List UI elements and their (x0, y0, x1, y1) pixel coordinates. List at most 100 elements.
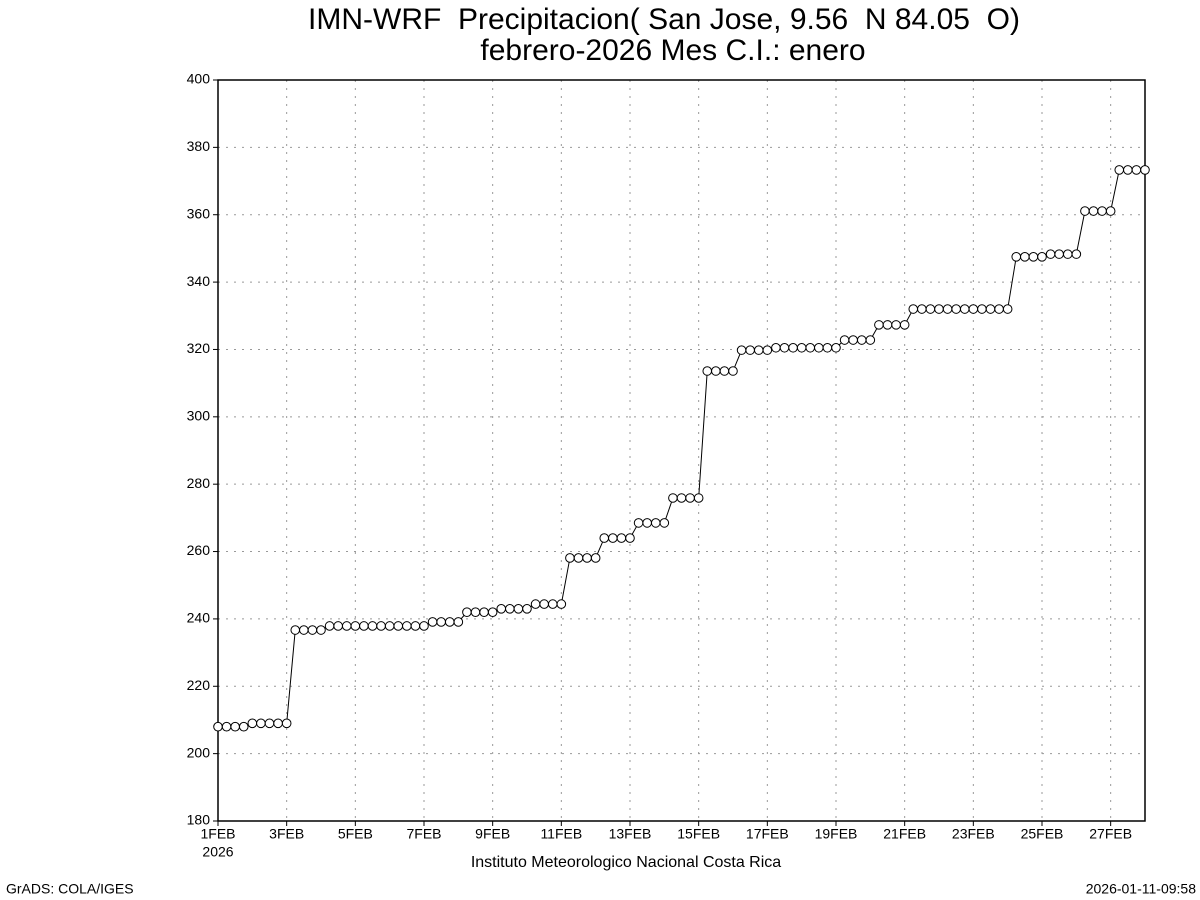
point (1062, 249, 1073, 259)
point (934, 304, 944, 314)
point (925, 304, 936, 314)
point (736, 345, 747, 355)
point (393, 621, 404, 631)
point (814, 342, 824, 353)
point (316, 625, 326, 635)
point (444, 617, 455, 627)
y-tick-label: 200 (187, 744, 211, 760)
point (238, 721, 249, 732)
point (994, 304, 1004, 314)
x-tick-label: 23FEB (952, 826, 995, 842)
point (745, 345, 755, 355)
point (1037, 252, 1047, 262)
y-tick-label: 280 (187, 475, 211, 491)
point (453, 617, 464, 627)
point (505, 604, 515, 614)
point (462, 607, 472, 617)
footer-right: 2026-01-11-09:58 (1086, 881, 1196, 897)
point (1002, 304, 1013, 314)
point (728, 366, 738, 376)
point (1088, 206, 1099, 216)
point (753, 345, 764, 355)
point (582, 553, 592, 563)
point (874, 320, 884, 330)
point (487, 607, 498, 617)
x-tick-label: 7FEB (406, 826, 441, 842)
point (264, 718, 275, 729)
point (539, 599, 549, 609)
x-tick-label: 13FEB (609, 826, 652, 842)
point (659, 518, 670, 528)
point (1028, 252, 1039, 262)
point (616, 533, 627, 543)
point (565, 553, 575, 563)
x-tick-label: 15FEB (677, 826, 720, 842)
point (1011, 252, 1022, 262)
y-tick-label: 360 (187, 205, 211, 221)
point (522, 604, 532, 614)
point (1140, 165, 1150, 175)
x-tick-label: 21FEB (883, 826, 926, 842)
point (985, 304, 996, 314)
point (951, 304, 961, 314)
point (290, 625, 301, 635)
point (719, 366, 730, 376)
point (977, 304, 987, 314)
y-tick-label: 400 (187, 71, 211, 87)
point (805, 342, 816, 353)
point (968, 304, 979, 314)
point (307, 625, 318, 635)
y-tick-label: 240 (187, 610, 211, 626)
x-tick-label: 17FEB (746, 826, 789, 842)
point (891, 320, 901, 330)
point (1105, 206, 1116, 216)
x-tick-label: 9FEB (475, 826, 510, 842)
point (779, 342, 790, 353)
point (1020, 252, 1030, 262)
x-year-label: 2026 (202, 844, 233, 860)
point (771, 342, 781, 353)
point (333, 621, 343, 631)
point (650, 518, 661, 528)
point (1080, 206, 1090, 216)
point (685, 493, 695, 503)
x-tick-label: 27FEB (1089, 826, 1132, 842)
y-tick-label: 220 (187, 677, 211, 693)
point (470, 607, 481, 617)
point (796, 342, 807, 353)
footer-left: GrADS: COLA/IGES (6, 881, 134, 897)
point (633, 518, 644, 528)
point (213, 721, 223, 732)
y-tick-label: 380 (187, 138, 211, 154)
point (608, 533, 618, 543)
point (822, 342, 833, 353)
point (324, 621, 335, 631)
point (221, 721, 232, 732)
plot-frame (217, 79, 1146, 822)
point (1131, 165, 1142, 175)
point (959, 304, 970, 314)
point (839, 335, 850, 345)
point (942, 304, 953, 314)
point (384, 621, 395, 631)
point (436, 617, 446, 627)
point (496, 604, 507, 614)
x-tick-label: 25FEB (1021, 826, 1064, 842)
point (642, 518, 652, 528)
point (513, 604, 524, 614)
point (856, 335, 867, 345)
point (917, 304, 927, 314)
point (367, 621, 378, 631)
point (668, 493, 678, 503)
point (1114, 165, 1125, 175)
point (281, 718, 292, 729)
point (1054, 249, 1064, 259)
y-tick-label: 180 (187, 812, 211, 828)
point (1123, 165, 1133, 175)
point (479, 607, 489, 617)
point (1071, 249, 1082, 259)
y-tick-label: 340 (187, 273, 211, 289)
point (376, 621, 386, 631)
